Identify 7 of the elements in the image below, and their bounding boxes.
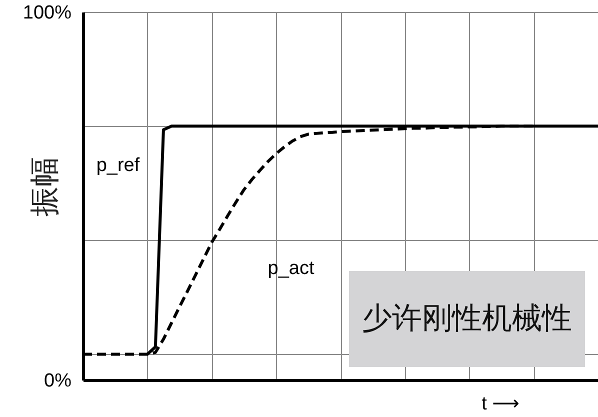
y-tick-label: 100% xyxy=(22,2,72,24)
x-axis-title: t ⟶ xyxy=(482,394,520,414)
y-tick-label: 0% xyxy=(44,370,72,392)
y-axis-title: 振幅 xyxy=(28,156,62,216)
series-label: p_ref xyxy=(96,155,140,176)
text: p_act xyxy=(268,258,315,279)
annotation: 少许刚性机械性 xyxy=(362,302,572,335)
